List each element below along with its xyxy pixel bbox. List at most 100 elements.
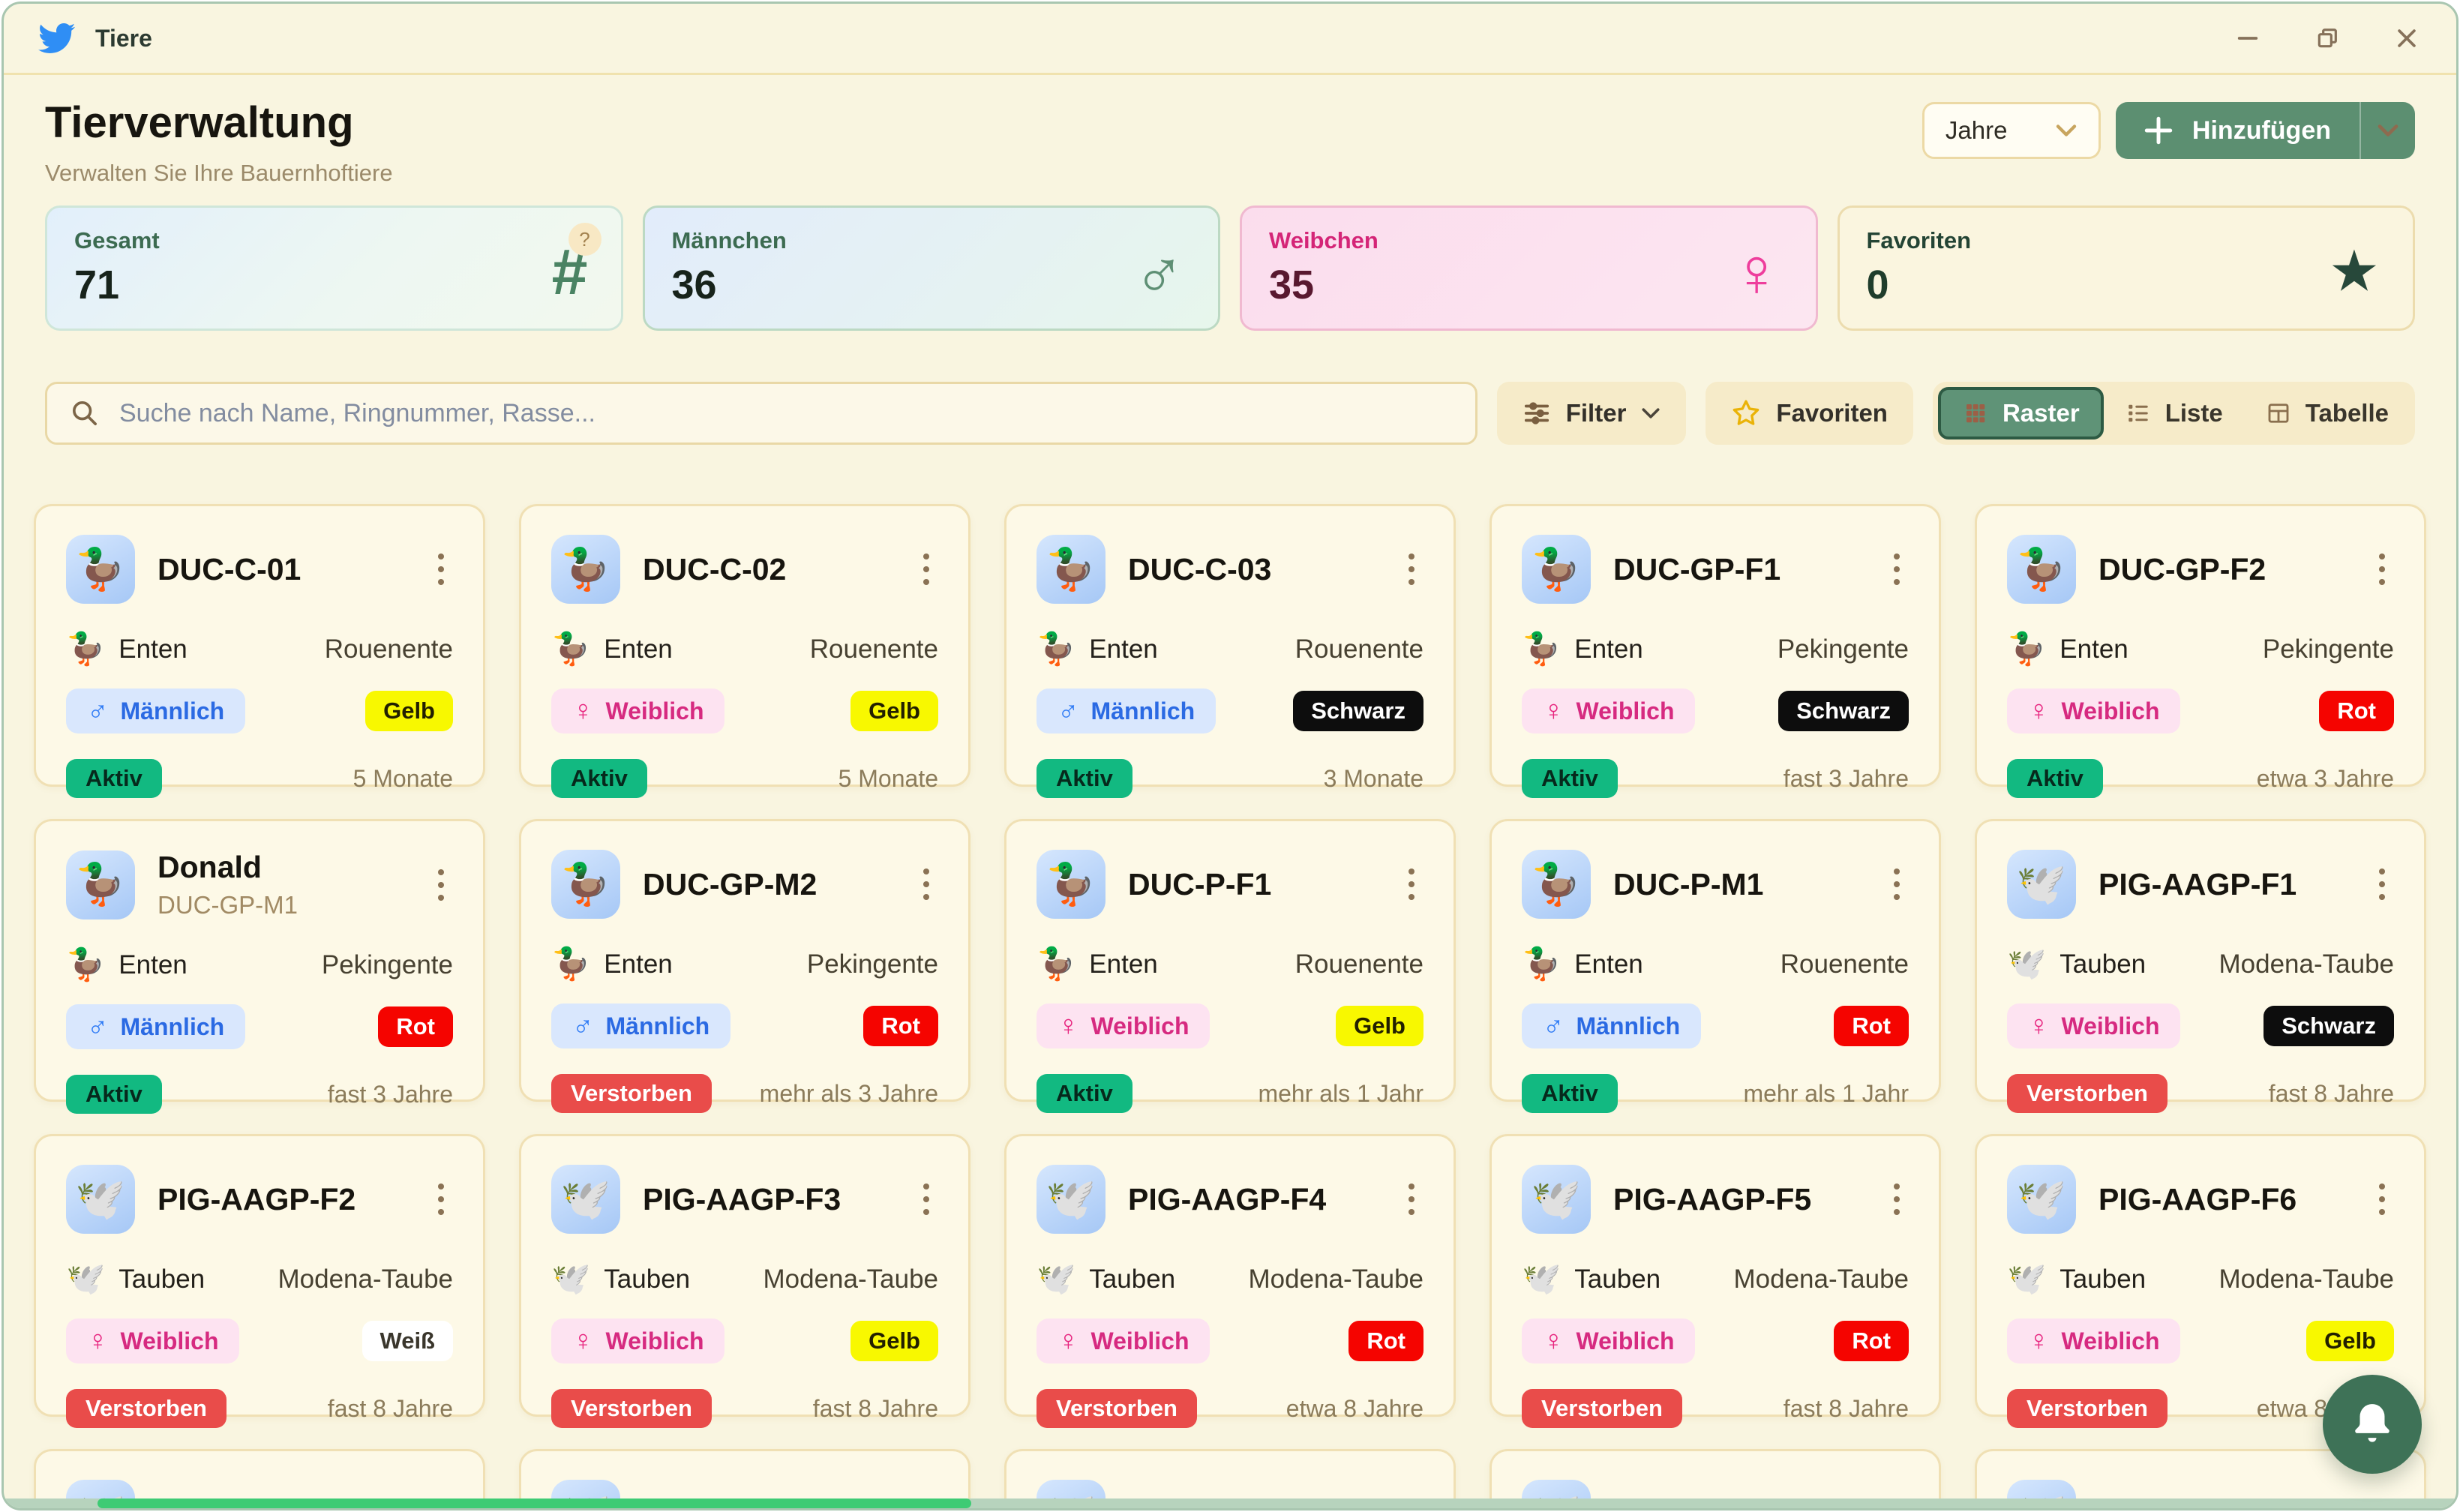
scrollbar-thumb[interactable] — [98, 1498, 971, 1508]
animal-name: DUC-P-F1 — [1128, 866, 1272, 902]
animal-card[interactable]: 🕊️ PIG-AAGP-F3 🕊️ Tauben Modena-Taube ♀ … — [519, 1134, 970, 1428]
status-badge: Aktiv — [551, 759, 647, 798]
view-segment[interactable]: Liste — [2104, 387, 2244, 440]
kebab-menu-icon[interactable] — [429, 860, 453, 910]
kebab-menu-icon[interactable] — [2370, 860, 2394, 909]
help-badge[interactable]: ? — [568, 223, 602, 256]
stat-label: Weibchen — [1269, 227, 1378, 254]
animal-avatar: 🦆 — [66, 850, 135, 920]
age-label: 5 Monate — [838, 764, 938, 792]
favorites-button[interactable]: Favoriten — [1706, 382, 1913, 445]
view-segment[interactable]: Tabelle — [2244, 387, 2410, 440]
star-outline-icon — [1733, 400, 1760, 425]
kebab-menu-icon[interactable] — [1885, 544, 1909, 594]
view-segment[interactable]: Raster — [1937, 387, 2104, 440]
animal-card[interactable]: 🕊️ PIG-AAGP-F5 🕊️ Tauben Modena-Taube ♀ … — [1490, 1134, 1941, 1428]
animal-name: PIG-AAGP-F5 — [1613, 1181, 1812, 1216]
kebab-menu-icon[interactable] — [2370, 1174, 2394, 1224]
gender-icon: ♀ — [2028, 695, 2050, 727]
breed-label: Pekingente — [321, 950, 453, 980]
animal-name: DUC-C-03 — [1128, 551, 1272, 586]
kebab-menu-icon[interactable] — [1885, 860, 1909, 909]
plus-icon — [2144, 116, 2173, 145]
species-emoji-icon: 🦆 — [1036, 946, 1076, 981]
gender-badge: ♂ Männlich — [1036, 688, 1216, 734]
restore-icon[interactable] — [2311, 22, 2344, 55]
kebab-menu-icon[interactable] — [1400, 860, 1424, 909]
animal-card[interactable]: 🦆 DUC-C-03 🦆 Enten Rouenente ♂ Männlich … — [1004, 504, 1456, 798]
status-badge: Aktiv — [66, 759, 162, 798]
search-input[interactable] — [118, 398, 1453, 429]
animal-card[interactable]: 🕊️ PIG-AAGP-F2 🕊️ Tauben Modena-Taube ♀ … — [34, 1134, 485, 1428]
add-button[interactable]: Hinzufügen — [2115, 102, 2415, 159]
gender-badge: ♀ Weiblich — [2007, 1004, 2181, 1048]
gender-icon: ♀ — [1543, 1325, 1564, 1357]
kebab-menu-icon[interactable] — [1400, 1174, 1424, 1224]
app-logo-bird-icon — [38, 22, 76, 53]
color-badge: Rot — [863, 1006, 938, 1046]
window-controls — [2231, 22, 2423, 55]
gender-label: Weiblich — [2061, 1327, 2160, 1354]
animal-avatar: 🦆 — [551, 535, 620, 604]
animal-card[interactable]: 🦆 DUC-C-01 🦆 Enten Rouenente ♂ Männlich … — [34, 504, 485, 798]
status-badge: Verstorben — [1036, 1389, 1197, 1428]
animal-card[interactable]: 🦆 DUC-GP-F2 🦆 Enten Pekingente ♀ Weiblic… — [1975, 504, 2426, 798]
favorites-button-label: Favoriten — [1776, 399, 1888, 427]
animal-card[interactable]: 🦆 Donald DUC-GP-M1 🦆 Enten Pekingente ♂ … — [34, 819, 485, 1114]
gender-label: Männlich — [605, 1012, 710, 1040]
animal-card[interactable]: 🦆 DUC-GP-M2 🦆 Enten Pekingente ♂ Männlic… — [519, 819, 970, 1113]
age-label: fast 8 Jahre — [2268, 1079, 2394, 1107]
kebab-menu-icon[interactable] — [914, 1174, 938, 1224]
filter-button[interactable]: Filter — [1496, 382, 1687, 445]
gender-badge: ♂ Männlich — [66, 688, 246, 734]
kebab-menu-icon[interactable] — [429, 544, 453, 594]
gender-badge: ♀ Weiblich — [1522, 688, 1696, 734]
stat-card: Weibchen 35 ♀ — [1240, 206, 1818, 331]
kebab-menu-icon[interactable] — [1885, 1174, 1909, 1224]
species-label: Enten — [118, 634, 188, 664]
animal-card[interactable]: 🦆 DUC-C-02 🦆 Enten Rouenente ♀ Weiblich … — [519, 504, 970, 798]
notifications-fab[interactable] — [2323, 1375, 2422, 1474]
gender-badge: ♂ Männlich — [551, 1004, 731, 1048]
kebab-menu-icon[interactable] — [914, 860, 938, 909]
filter-button-label: Filter — [1565, 399, 1627, 427]
breed-label: Modena-Taube — [278, 1264, 454, 1294]
minimize-icon[interactable] — [2231, 22, 2264, 55]
animal-ring-id: DUC-GP-M1 — [158, 891, 298, 919]
breed-label: Rouenente — [1294, 634, 1424, 664]
species-emoji-icon: 🕊️ — [2016, 1176, 2067, 1222]
period-select[interactable]: Jahre — [1922, 102, 2101, 159]
animal-avatar: 🕊️ — [1036, 1165, 1106, 1234]
animal-card[interactable]: 🦆 DUC-P-M1 🦆 Enten Rouenente ♂ Männlich … — [1490, 819, 1941, 1113]
animal-card[interactable]: 🕊️ PIG-AAGP-F1 🕊️ Tauben Modena-Taube ♀ … — [1975, 819, 2426, 1113]
animal-avatar: 🦆 — [551, 850, 620, 919]
breed-label: Pekingente — [806, 949, 938, 979]
animal-card[interactable]: 🦆 DUC-GP-F1 🦆 Enten Pekingente ♀ Weiblic… — [1490, 504, 1941, 798]
gender-label: Männlich — [1090, 697, 1196, 724]
species-emoji-icon: 🕊️ — [2007, 946, 2047, 981]
animal-card[interactable]: 🕊️ PIG-AAGP-F4 🕊️ Tauben Modena-Taube ♀ … — [1004, 1134, 1456, 1428]
stat-icon: ★ — [2328, 239, 2380, 304]
stat-card: Männchen 36 ♂ — [642, 206, 1220, 331]
chevron-down-icon — [2056, 124, 2077, 136]
species-emoji-icon: 🦆 — [75, 862, 126, 907]
gender-badge: ♀ Weiblich — [551, 688, 725, 734]
animal-name: PIG-AAGP-F4 — [1128, 1181, 1327, 1216]
animal-avatar: 🦆 — [1036, 535, 1106, 604]
animal-avatar: 🕊️ — [2007, 850, 2076, 919]
kebab-menu-icon[interactable] — [429, 1174, 453, 1224]
add-button-dropdown[interactable] — [2360, 102, 2415, 159]
search-box — [45, 382, 1478, 445]
gender-badge: ♀ Weiblich — [1036, 1004, 1210, 1048]
animal-card[interactable]: 🕊️ PIG-AAGP-F6 🕊️ Tauben Modena-Taube ♀ … — [1975, 1134, 2426, 1428]
kebab-menu-icon[interactable] — [2370, 544, 2394, 594]
stat-label: Gesamt — [74, 227, 160, 254]
kebab-menu-icon[interactable] — [1400, 544, 1424, 594]
animal-card[interactable]: 🦆 DUC-P-F1 🦆 Enten Rouenente ♀ Weiblich … — [1004, 819, 1456, 1113]
species-emoji-icon: 🕊️ — [1036, 1261, 1076, 1296]
close-icon[interactable] — [2390, 22, 2423, 55]
species-emoji-icon: 🦆 — [1046, 861, 1096, 907]
kebab-menu-icon[interactable] — [914, 544, 938, 594]
breed-label: Modena-Taube — [2218, 949, 2395, 979]
